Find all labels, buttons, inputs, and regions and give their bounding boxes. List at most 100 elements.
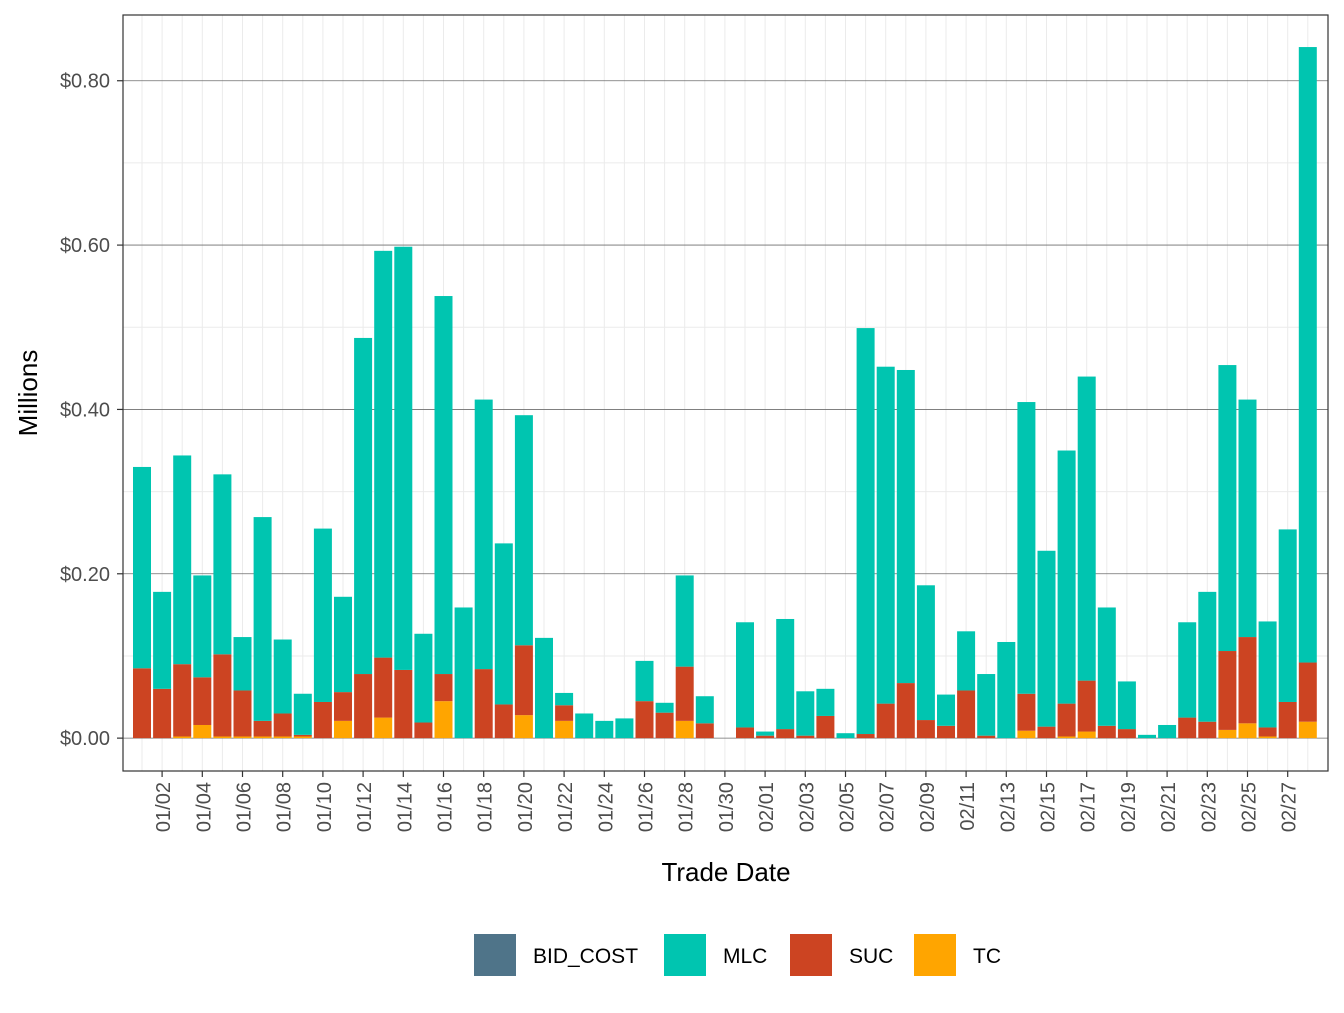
bar-segment-mlc <box>1077 376 1096 681</box>
bar-segment-suc <box>1037 726 1056 739</box>
bar-segment-mlc <box>776 618 795 730</box>
bar-segment-mlc <box>394 246 413 670</box>
x-tick-label: 01/24 <box>595 782 617 832</box>
bar-segment-mlc <box>1037 550 1056 727</box>
bar-segment-suc <box>414 722 433 739</box>
bar-segment-suc <box>1238 637 1257 724</box>
x-tick-label: 02/07 <box>877 782 899 832</box>
bar-segment-suc <box>635 701 654 739</box>
bar-segment-mlc <box>334 596 352 693</box>
bar-segment-mlc <box>1097 607 1116 726</box>
x-tick-label: 02/21 <box>1158 782 1180 832</box>
bar-segment-tc <box>374 717 393 739</box>
x-tick-label: 01/08 <box>274 782 296 832</box>
bar-segment-mlc <box>1017 402 1036 694</box>
bar-segment-mlc <box>856 328 875 735</box>
x-axis-title: Trade Date <box>661 857 790 887</box>
bar-segment-mlc <box>816 688 835 716</box>
bar-segment-suc <box>977 735 996 739</box>
bar-segment-tc <box>273 736 292 739</box>
y-tick-label: $0.00 <box>60 728 110 750</box>
y-tick-label: $0.40 <box>60 399 110 421</box>
x-tick-label: 02/11 <box>957 782 979 831</box>
bar-segment-suc <box>1258 727 1277 737</box>
bar-segment-suc <box>916 720 935 739</box>
x-tick-label: 01/16 <box>435 782 457 832</box>
bar-segment-mlc <box>695 696 714 724</box>
bar-segment-tc <box>213 736 232 739</box>
bar-segment-suc <box>896 683 915 739</box>
bar-segment-tc <box>233 736 252 739</box>
bar-segment-suc <box>313 701 332 739</box>
bar-segment-mlc <box>796 691 815 736</box>
bar-segment-mlc <box>1057 450 1076 704</box>
bar-segment-suc <box>273 713 292 737</box>
bar-segment-suc <box>1017 693 1036 731</box>
x-tick-label: 02/09 <box>917 782 939 832</box>
bar-segment-mlc <box>756 731 775 736</box>
bar-segment-suc <box>494 704 513 739</box>
bar-segment-suc <box>153 688 172 739</box>
bar-segment-suc <box>736 727 754 739</box>
bar-segment-mlc <box>1258 621 1277 728</box>
x-tick-label: 02/13 <box>997 782 1019 832</box>
legend-key-suc <box>790 934 832 976</box>
bar-segment-mlc <box>977 674 996 736</box>
bar-segment-mlc <box>1298 47 1317 663</box>
y-axis-title: Millions <box>13 350 43 437</box>
axis-layer: $0.00 $0.20 $0.40 $0.60 $0.80 01/02 01/04 01/06… <box>60 71 1301 832</box>
x-tick-label: 01/04 <box>193 782 215 832</box>
x-tick-label: 01/20 <box>515 782 537 832</box>
bar-segment-mlc <box>153 591 172 689</box>
legend-label: BID_COST <box>533 945 638 968</box>
bar-segment-mlc <box>836 733 855 739</box>
bar-segment-suc <box>233 690 252 737</box>
bar-segment-mlc <box>233 637 252 691</box>
bar-segment-suc <box>394 669 413 739</box>
bar-segment-tc <box>1258 736 1277 739</box>
bar-segment-tc <box>293 736 312 739</box>
bar-segment-mlc <box>1138 734 1156 739</box>
bar-segment-mlc <box>1178 622 1197 718</box>
bar-segment-mlc <box>253 517 272 721</box>
bar-segment-mlc <box>997 641 1016 739</box>
bar-segment-mlc <box>655 702 674 713</box>
x-tick-label: 01/22 <box>555 782 577 832</box>
bar-segment-suc <box>434 674 453 702</box>
bar-segment-mlc <box>1117 681 1136 730</box>
bar-segment-tc <box>1298 721 1317 739</box>
bar-segment-mlc <box>213 474 232 655</box>
bar-segment-tc <box>514 715 533 739</box>
bar-segment-mlc <box>273 639 292 714</box>
bar-segment-suc <box>1298 662 1317 722</box>
bar-segment-tc <box>675 720 694 739</box>
bar-segment-suc <box>776 729 795 739</box>
bar-segment-tc <box>434 701 453 739</box>
bar-segment-suc <box>213 654 232 737</box>
bar-segment-suc <box>293 734 312 737</box>
bar-segment-tc <box>1017 730 1036 739</box>
x-tick-label: 02/25 <box>1239 782 1261 832</box>
legend-key-tc <box>914 934 956 976</box>
legend-label: TC <box>973 945 1001 968</box>
legend-label: SUC <box>849 945 893 968</box>
x-tick-label: 01/18 <box>475 782 497 832</box>
bar-segment-tc <box>173 736 192 739</box>
bar-segment-suc <box>555 705 574 721</box>
bar-segment-mlc <box>555 692 574 706</box>
legend-key-bid-cost <box>474 934 516 976</box>
grid-layer <box>123 15 1328 771</box>
x-tick-label: 02/27 <box>1279 782 1301 832</box>
bar-segment-mlc <box>615 718 634 739</box>
bar-segment-mlc <box>957 631 976 691</box>
x-tick-label: 01/26 <box>636 782 658 832</box>
bar-segment-mlc <box>1198 591 1217 722</box>
bar-segment-suc <box>133 668 151 739</box>
bar-segment-mlc <box>133 466 151 669</box>
x-tick-label: 02/19 <box>1118 782 1140 832</box>
bar-segment-suc <box>1077 680 1096 732</box>
x-tick-label: 01/10 <box>314 782 336 832</box>
bar-segment-mlc <box>876 366 895 704</box>
